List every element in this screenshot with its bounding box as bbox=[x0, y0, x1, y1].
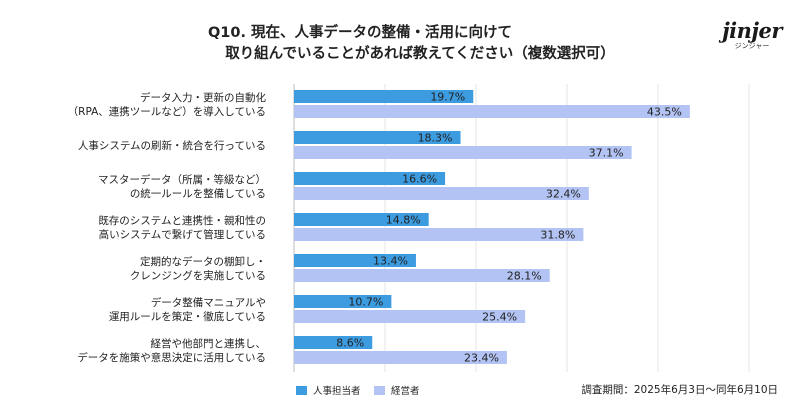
bar-series1 bbox=[294, 172, 446, 185]
bar-series1 bbox=[294, 90, 474, 103]
data-label: 32.4% bbox=[546, 188, 581, 201]
data-label: 10.7% bbox=[348, 296, 383, 309]
category-label: データ入力・更新の自動化 bbox=[140, 91, 266, 104]
legend-item-series2: 経営者 bbox=[374, 383, 420, 397]
category-label: 運用ルールを策定・徹底している bbox=[109, 310, 266, 323]
brand-logo: jinjer ジンジャー bbox=[722, 20, 782, 51]
legend-item-series1: 人事担当者 bbox=[296, 383, 361, 397]
bar-series2 bbox=[294, 187, 589, 200]
bar-series1 bbox=[294, 254, 416, 267]
category-label: 高いシステムで繋げて管理している bbox=[99, 228, 266, 241]
data-label: 18.3% bbox=[418, 132, 453, 145]
category-label: 人事システムの刷新・統合を行っている bbox=[78, 139, 266, 152]
bar-series2 bbox=[294, 269, 550, 282]
data-label: 37.1% bbox=[589, 147, 624, 160]
category-label: クレンジングを実施している bbox=[130, 269, 266, 282]
chart-title-line2: 取り組んでいることがあれば教えてください（複数選択可） bbox=[225, 46, 615, 62]
category-label: データ整備マニュアルや bbox=[151, 296, 266, 309]
logo-wordmark: jinjer bbox=[722, 18, 782, 43]
bar-series1 bbox=[294, 131, 461, 144]
data-label: 13.4% bbox=[373, 255, 408, 268]
legend-swatch-series1 bbox=[296, 385, 307, 395]
bar-series2 bbox=[294, 146, 632, 159]
bar-series1 bbox=[294, 295, 392, 308]
data-label: 43.5% bbox=[647, 106, 682, 119]
chart-title-line1: Q10. 現在、人事データの整備・活用に向けて bbox=[207, 25, 513, 41]
bar-series1 bbox=[294, 336, 373, 349]
data-label: 28.1% bbox=[507, 270, 542, 283]
survey-period-note: 調査期間：2025年6月3日〜同年6月10日 bbox=[581, 384, 778, 396]
data-label: 19.7% bbox=[430, 91, 465, 104]
legend-swatch-series2 bbox=[374, 385, 385, 395]
data-label: 31.8% bbox=[540, 229, 575, 242]
category-label: マスターデータ（所属・等級など） bbox=[98, 173, 266, 186]
category-label: 定期的なデータの棚卸し・ bbox=[140, 255, 266, 268]
legend-label-series2: 経営者 bbox=[391, 386, 420, 397]
bar-series2 bbox=[294, 105, 690, 118]
legend-label-series1: 人事担当者 bbox=[313, 386, 361, 397]
data-label: 16.6% bbox=[402, 173, 437, 186]
category-label: の統一ルールを整備している bbox=[130, 187, 266, 200]
data-label: 23.4% bbox=[464, 352, 499, 365]
logo-subtext: ジンジャー bbox=[734, 42, 770, 50]
bar-series2 bbox=[294, 228, 584, 241]
category-label: 既存のシステムと連携性・親和性の bbox=[98, 214, 266, 227]
chart-title: Q10. 現在、人事データの整備・活用に向けて 取り組んでいることがあれば教えて… bbox=[0, 23, 800, 65]
data-label: 25.4% bbox=[482, 311, 517, 324]
bar-series2 bbox=[294, 310, 526, 323]
data-label: 14.8% bbox=[386, 214, 421, 227]
bar-series1 bbox=[294, 213, 429, 226]
category-label: 経営や他部門と連携し、 bbox=[151, 337, 267, 350]
category-label: データを施策や意思決定に活用している bbox=[77, 351, 266, 364]
data-label: 8.6% bbox=[336, 337, 364, 350]
bar-series2 bbox=[294, 351, 507, 364]
category-label: （RPA、連携ツールなど）を導入している bbox=[68, 105, 266, 118]
